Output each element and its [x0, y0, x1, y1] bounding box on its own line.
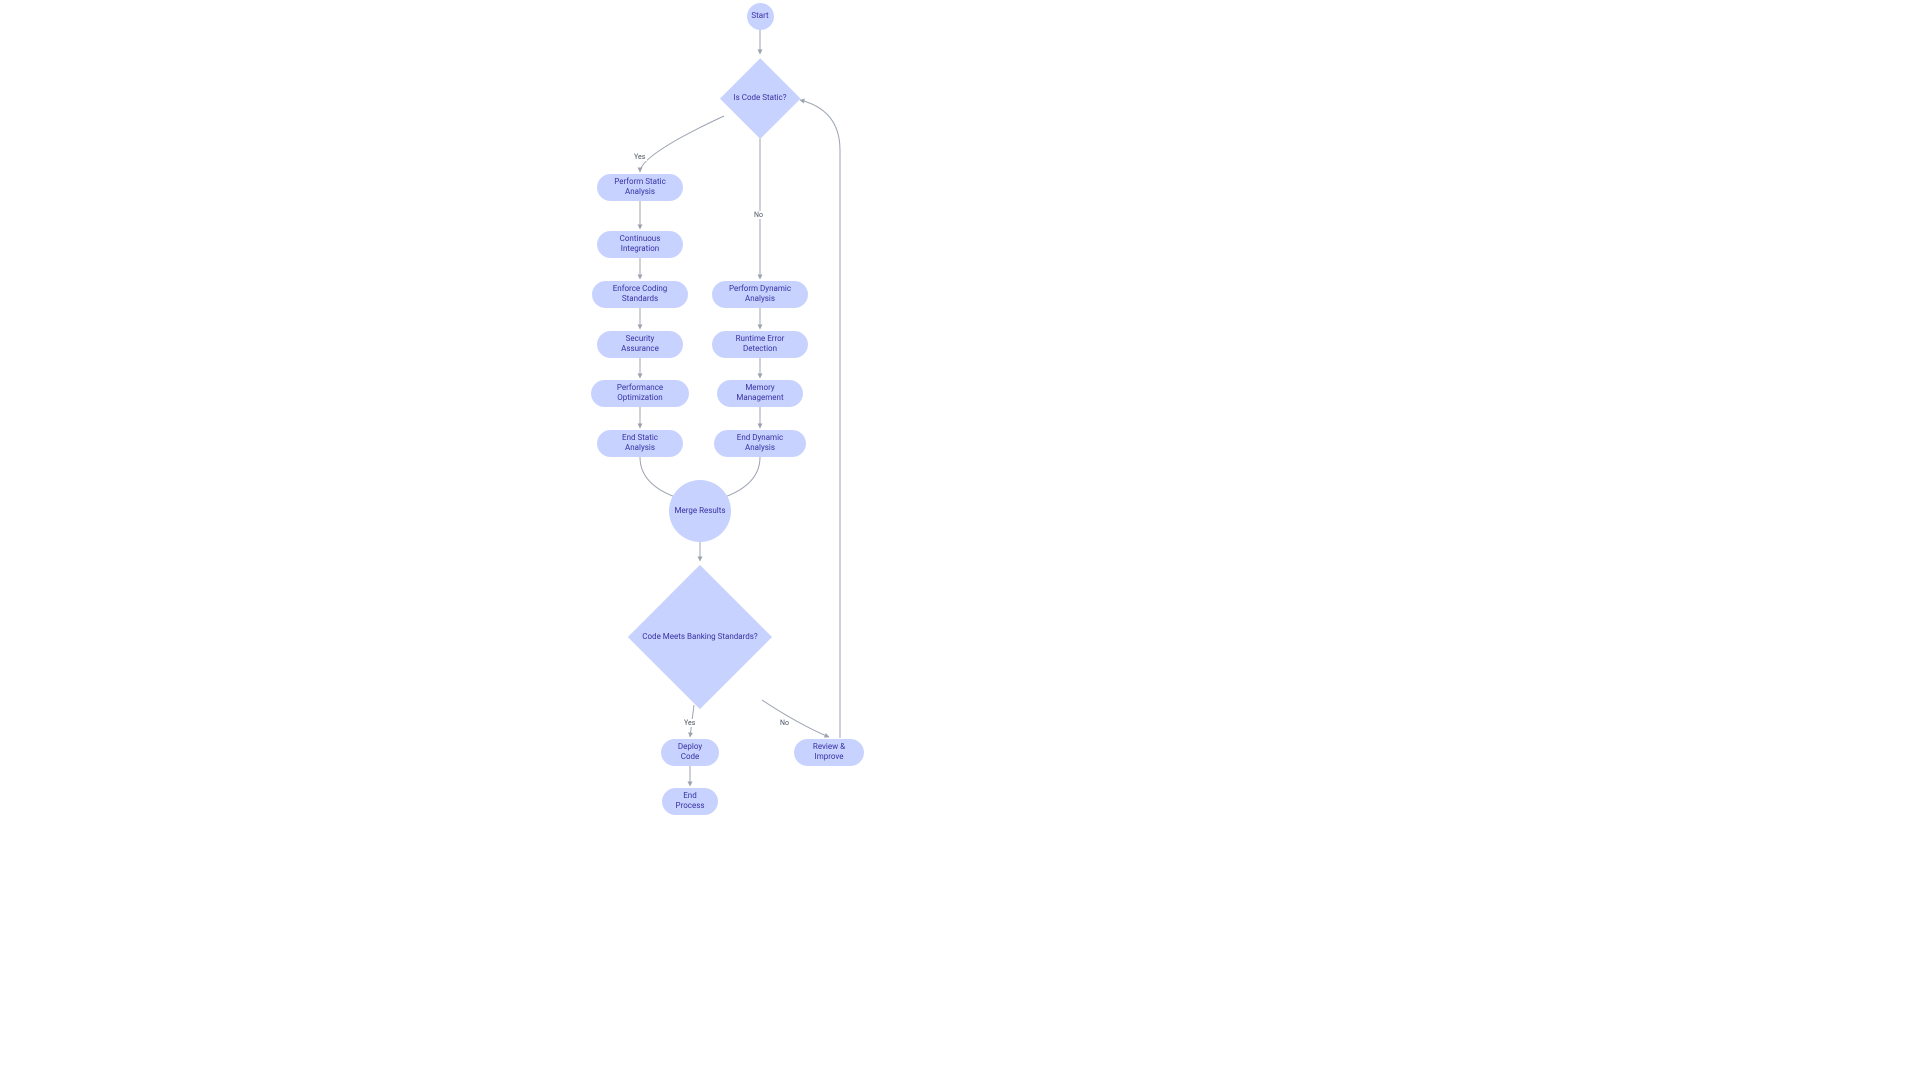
node-s2: Continuous Integration — [597, 231, 683, 258]
edge-label-d2-deploy: Yes — [682, 719, 697, 727]
edge-d2-review — [762, 700, 829, 737]
node-s6: End Static Analysis — [597, 430, 683, 457]
edge-label-d1-s1: Yes — [632, 153, 647, 161]
edge-dyn4-merge — [722, 457, 760, 498]
node-start: Start — [747, 3, 774, 30]
node-deploy: Deploy Code — [661, 739, 719, 766]
edge-d1-s1 — [640, 116, 724, 172]
node-s5: Performance Optimization — [591, 380, 689, 407]
node-s1: Perform Static Analysis — [597, 174, 683, 201]
node-dyn3: Memory Management — [717, 380, 803, 407]
node-dyn2: Runtime Error Detection — [712, 331, 808, 358]
node-review: Review & Improve — [794, 739, 864, 766]
node-s3: Enforce Coding Standards — [592, 281, 688, 308]
edge-label-d2-review: No — [778, 719, 791, 727]
node-d1: Is Code Static? — [720, 58, 800, 138]
node-d2: Code Meets Banking Standards? — [628, 565, 772, 709]
edge-review-d1 — [800, 100, 840, 738]
node-end: End Process — [662, 788, 718, 815]
edge-label-d1-dyn1: No — [752, 211, 765, 219]
node-dyn4: End Dynamic Analysis — [714, 430, 806, 457]
node-s4: Security Assurance — [597, 331, 683, 358]
flowchart-edges — [0, 0, 1920, 1080]
node-label: Is Code Static? — [725, 93, 794, 103]
node-dyn1: Perform Dynamic Analysis — [712, 281, 808, 308]
node-merge: Merge Results — [669, 480, 731, 542]
node-label: Code Meets Banking Standards? — [634, 632, 765, 642]
edge-s6-merge — [640, 457, 678, 498]
